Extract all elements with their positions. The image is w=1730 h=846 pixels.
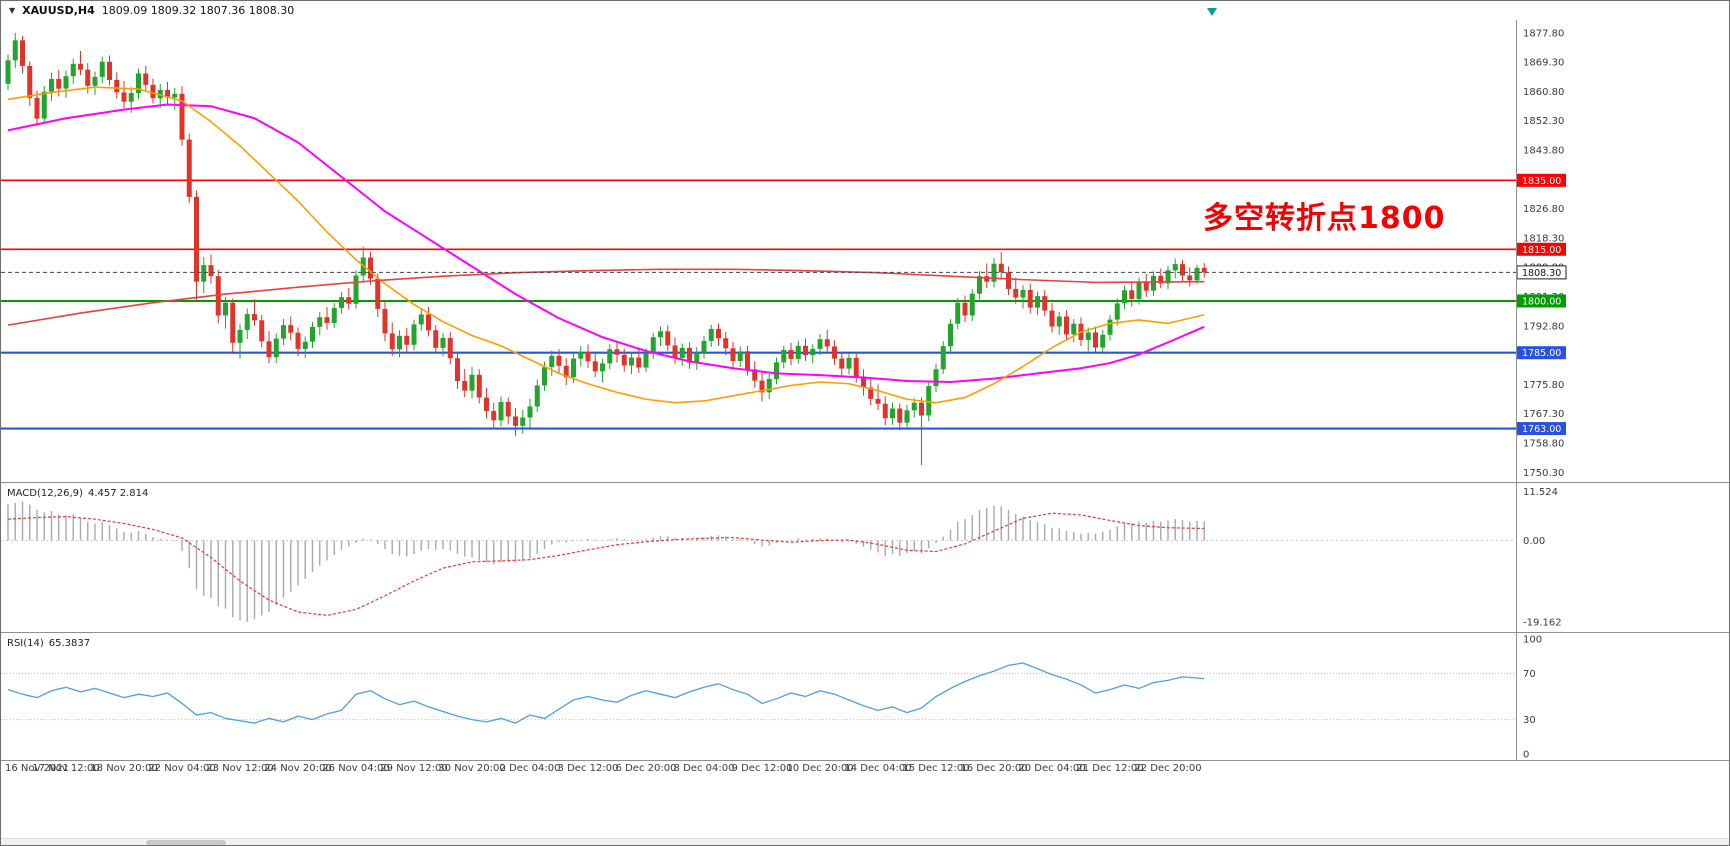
price-level-badge: 1800.00 (1517, 294, 1566, 308)
time-axis-label: 3 Dec 12:00 (557, 763, 619, 774)
price-scale[interactable] (1517, 20, 1729, 760)
main-chart-panel[interactable]: 1877.80 1869.30 1860.80 1852.30 1843.80 1835.… (1, 20, 1730, 482)
price-axis-label: 1860.80 (1523, 87, 1564, 98)
price-axis-label: 1758.80 (1523, 439, 1564, 450)
macd-name: MACD(12,26,9) (7, 488, 83, 499)
svg-text:1808.30: 1808.30 (1522, 268, 1561, 279)
time-axis-label: 14 Dec 04:00 (844, 763, 912, 774)
rsi-axis-label: 30 (1523, 715, 1536, 726)
price-axis-label: 1792.80 (1523, 321, 1564, 332)
time-axis-label: 26 Nov 04:00 (322, 763, 390, 774)
time-axis-label: 9 Dec 12:00 (731, 763, 793, 774)
price-axis-label: 1818.30 (1523, 233, 1564, 244)
price-axis-label: 1767.30 (1523, 409, 1564, 420)
symbol-timeframe-label: XAUUSD,H4 (22, 4, 95, 17)
macd-axis-label: 11.524 (1523, 487, 1558, 498)
macd-axis-label: 0.00 (1523, 536, 1545, 547)
time-axis-label: 6 Dec 20:00 (615, 763, 677, 774)
price-axis-label: 1852.30 (1523, 116, 1564, 127)
time-axis-label: 15 Dec 12:00 (902, 763, 970, 774)
time-axis-label: 24 Nov 20:00 (264, 763, 332, 774)
svg-text:1763.00: 1763.00 (1522, 424, 1561, 435)
chart-annotation-text: 多空转折点1800 (1203, 201, 1446, 236)
time-axis-label: 8 Dec 04:00 (673, 763, 735, 774)
time-scale[interactable]: 16 Nov 2021 17 Nov 12:00 18 Nov 20:00 22 No… (1, 761, 1729, 780)
macd-axis-label: -19.162 (1523, 618, 1562, 629)
horizontal-scrollbar[interactable] (1, 838, 1729, 845)
panel-separator (1, 482, 1729, 483)
chart-shift-marker-icon[interactable] (1207, 8, 1217, 16)
time-axis-label: 22 Dec 20:00 (1134, 763, 1202, 774)
macd-histogram (7, 501, 1205, 622)
time-axis-label: 16 Dec 20:00 (960, 763, 1028, 774)
rsi-value: 65.3837 (48, 638, 91, 649)
price-axis-label: 1843.80 (1523, 145, 1564, 156)
ma-red-long (7, 268, 1205, 326)
time-axis-label: 10 Dec 20:00 (786, 763, 854, 774)
price-scale-divider (1516, 20, 1517, 780)
price-level-badge: 1763.00 (1517, 422, 1566, 436)
rsi-axis-label: 0 (1523, 750, 1529, 760)
main-chart-canvas[interactable]: 1877.80 1869.30 1860.80 1852.30 1843.80 1835.… (1, 20, 1730, 482)
ma-magenta-slow (7, 103, 1205, 384)
rsi-axis-label: 70 (1523, 669, 1536, 680)
current-price-badge: 1808.30 (1516, 265, 1567, 280)
price-level-badge: 1815.00 (1517, 242, 1566, 256)
time-axis-label: 29 Nov 12:00 (380, 763, 448, 774)
svg-text:1800.00: 1800.00 (1522, 296, 1561, 307)
time-axis-label: 23 Nov 12:00 (206, 763, 274, 774)
time-axis-label: 18 Nov 20:00 (90, 763, 158, 774)
rsi-canvas[interactable]: 100 70 30 0 (1, 633, 1730, 761)
time-axis-label: 21 Dec 12:00 (1076, 763, 1144, 774)
bottom-strip (1, 780, 1729, 845)
macd-signal-line (7, 512, 1205, 616)
svg-text:1815.00: 1815.00 (1522, 245, 1561, 256)
symbol-dropdown-icon[interactable]: ▼ (9, 5, 16, 15)
time-axis-label: 2 Dec 04:00 (499, 763, 561, 774)
macd-values: 4.457 2.814 (87, 488, 149, 499)
macd-canvas[interactable]: 11.524 0.00 -19.162 (1, 483, 1730, 632)
price-level-badge: 1785.00 (1517, 346, 1566, 360)
macd-indicator-label: MACD(12,26,9) 4.457 2.814 (7, 488, 148, 499)
panel-separator (1, 760, 1729, 761)
time-axis-label: 17 Nov 12:00 (32, 763, 100, 774)
panel-separator (1, 632, 1729, 633)
time-axis-label: 16 Nov 2021 (5, 763, 70, 774)
price-level-badge: 1835.00 (1517, 173, 1566, 187)
price-axis-label: 1877.80 (1523, 28, 1564, 39)
rsi-indicator-label: RSI(14) 65.3837 (7, 638, 90, 649)
ma-orange-mid (7, 86, 1205, 404)
price-axis-label: 1826.80 (1523, 204, 1564, 215)
time-axis-label: 22 Nov 04:00 (148, 763, 216, 774)
chart-header: ▼ XAUUSD,H4 1809.09 1809.32 1807.36 1808… (1, 1, 1729, 20)
price-axis-label: 1775.80 (1523, 380, 1564, 391)
rsi-panel[interactable]: 100 70 30 0 (1, 633, 1730, 761)
rsi-line (7, 662, 1205, 724)
ohlc-values: 1809.09 1809.32 1807.36 1808.30 (101, 4, 295, 17)
svg-text:1835.00: 1835.00 (1522, 176, 1561, 187)
candles (5, 32, 1207, 466)
time-axis-label: 30 Nov 20:00 (438, 763, 506, 774)
price-axis-label: 1750.30 (1523, 468, 1564, 479)
price-axis-label: 1869.30 (1523, 58, 1564, 69)
rsi-axis-label: 100 (1523, 634, 1542, 645)
svg-text:1785.00: 1785.00 (1522, 348, 1561, 359)
macd-panel[interactable]: 11.524 0.00 -19.162 (1, 483, 1730, 632)
time-axis-label: 20 Dec 04:00 (1018, 763, 1086, 774)
scrollbar-thumb[interactable] (146, 840, 226, 845)
rsi-name: RSI(14) (7, 638, 44, 649)
